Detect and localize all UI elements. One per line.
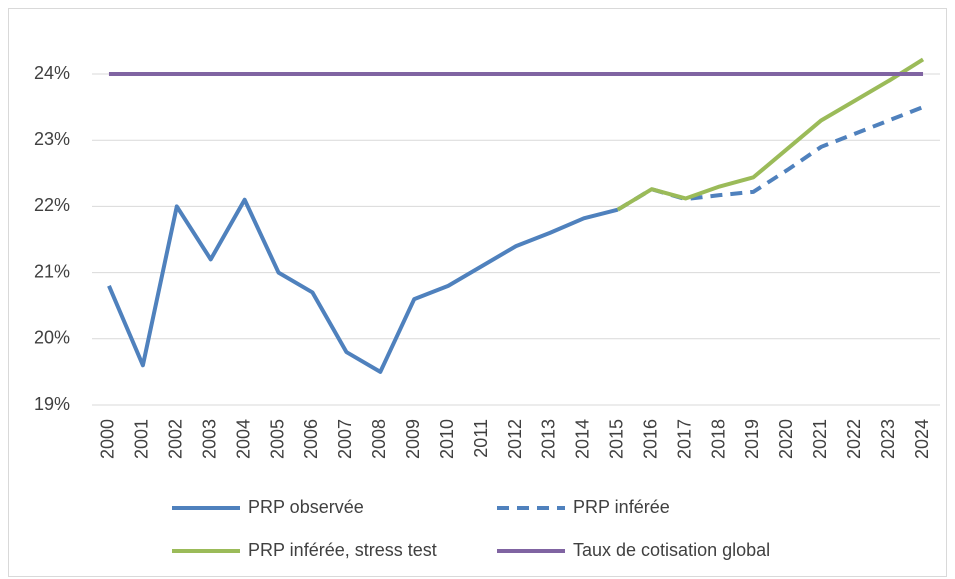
x-tick-label: 2023 — [878, 419, 898, 459]
legend-label: Taux de cotisation global — [573, 540, 770, 560]
x-tick-label: 2018 — [708, 419, 728, 459]
x-tick-label: 2020 — [776, 419, 796, 459]
x-tick-label: 2006 — [301, 419, 321, 459]
x-tick-label: 2007 — [335, 419, 355, 459]
x-tick-label: 2004 — [233, 419, 253, 459]
x-tick-label: 2012 — [505, 419, 525, 459]
y-tick-label: 21% — [34, 261, 70, 281]
x-tick-label: 2021 — [810, 419, 830, 459]
legend-label: PRP inférée — [573, 497, 670, 517]
y-tick-label: 22% — [34, 195, 70, 215]
y-tick-label: 20% — [34, 328, 70, 348]
legend-label: PRP observée — [248, 497, 364, 517]
legend-label: PRP inférée, stress test — [248, 540, 437, 560]
chart-frame — [8, 8, 947, 577]
series-line — [107, 197, 619, 374]
x-tick-label: 2003 — [199, 419, 219, 459]
y-tick-label: 19% — [34, 394, 70, 414]
x-tick-label: 2016 — [640, 419, 660, 459]
x-tick-label: 2022 — [844, 419, 864, 459]
x-tick-label: 2010 — [437, 419, 457, 459]
x-tick-label: 2024 — [912, 419, 932, 459]
x-tick-label: 2019 — [742, 419, 762, 459]
x-tick-label: 2013 — [539, 419, 559, 459]
x-tick-label: 2017 — [674, 419, 694, 459]
x-tick-label: 2001 — [132, 419, 152, 459]
y-tick-label: 23% — [34, 129, 70, 149]
x-tick-label: 2000 — [98, 419, 118, 459]
x-tick-label: 2011 — [471, 419, 491, 458]
series-line — [616, 57, 925, 212]
y-tick-label: 24% — [34, 63, 70, 83]
x-tick-label: 2002 — [166, 419, 186, 459]
x-tick-label: 2008 — [369, 419, 389, 459]
series-line — [616, 105, 924, 212]
x-tick-label: 2009 — [403, 419, 423, 459]
x-tick-label: 2005 — [267, 419, 287, 459]
x-tick-label: 2014 — [573, 419, 593, 459]
x-tick-label: 2015 — [607, 419, 627, 459]
